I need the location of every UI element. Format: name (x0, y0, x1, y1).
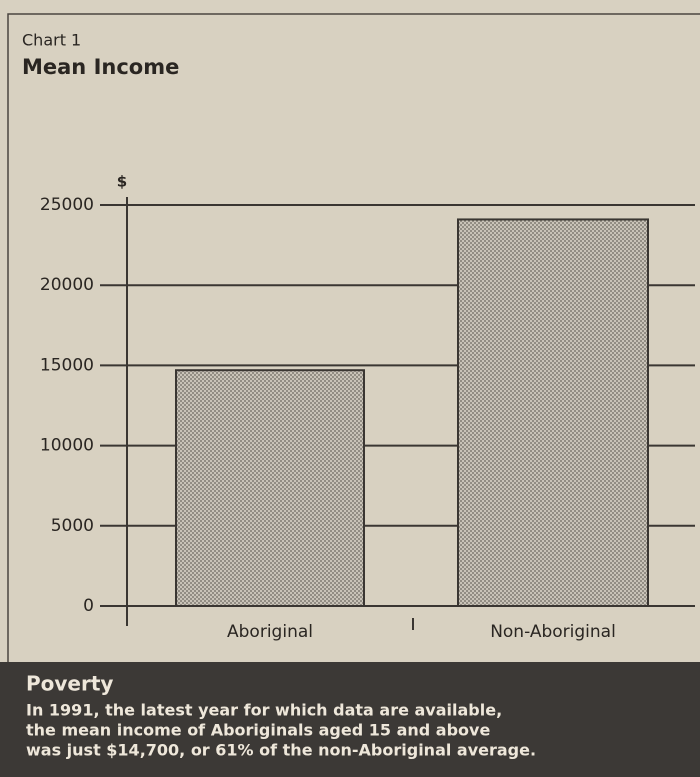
annotation-title: Poverty (26, 672, 113, 696)
y-tick-label: 0 (83, 596, 94, 616)
bar (457, 218, 649, 607)
annotation-text: In 1991, the latest year for which data … (26, 701, 536, 760)
y-tick-label: 25000 (40, 195, 94, 215)
chart-subtitle: Chart 1 (22, 31, 81, 50)
x-tick-label: Aboriginal (227, 622, 313, 642)
y-tick-label: 15000 (40, 355, 94, 375)
annotation-line: In 1991, the latest year for which data … (26, 701, 502, 720)
plot: 0 5000 10000 15000 20000 25000 Aboriginal Non-A… (40, 195, 695, 642)
annotation-line: the mean income of Aboriginals aged 15 a… (26, 721, 490, 740)
x-tick-label: Non-Aboriginal (490, 622, 616, 642)
bar (175, 369, 365, 607)
y-tick-label: 5000 (51, 516, 94, 536)
annotation-panel (0, 662, 700, 777)
y-tick-label: 10000 (40, 436, 94, 456)
annotation-line: was just $14,700, or 61% of the non-Abor… (26, 741, 536, 760)
y-tick-label: 20000 (40, 275, 94, 295)
y-axis-label: $ (117, 173, 127, 191)
chart-title: Mean Income (22, 55, 179, 79)
